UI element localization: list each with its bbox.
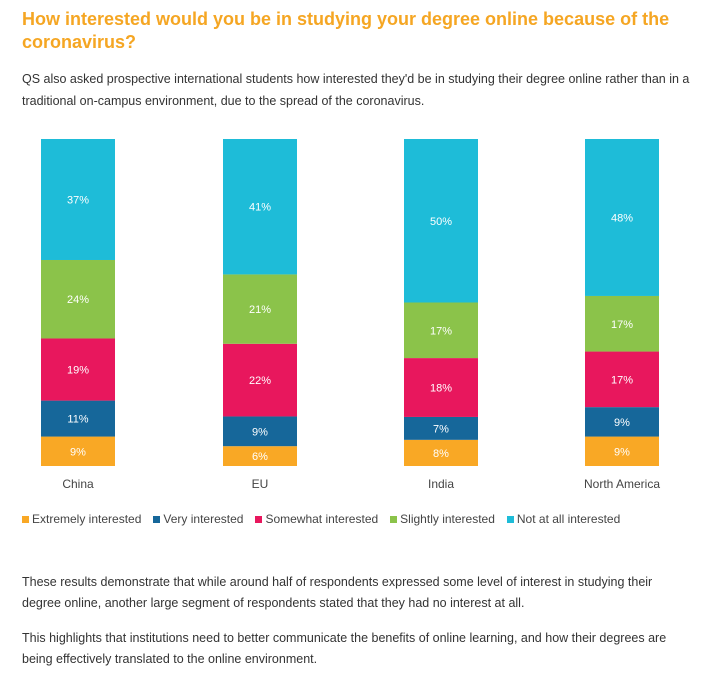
page-title: How interested would you be in studying … [22,9,670,52]
bar-value-label: 17% [611,319,633,331]
bar-segment [223,139,297,275]
bar-segment [223,416,297,447]
bar-value-label: 9% [252,426,268,438]
legend-swatch-slightly [390,515,398,523]
legend-swatch-somewhat [255,515,263,523]
legend-item-somewhat: Somewhat interested [255,512,378,526]
category-label: EU [252,477,269,491]
legend-label: Not at all interested [516,512,621,526]
legend-item-slightly: Slightly interested [390,512,495,526]
legend-label: Very interested [163,512,244,526]
bar-value-label: 18% [430,383,452,395]
stacked-bar-chart: 9% 11% 19% 24% 37% China 6% 9% 22% 21% 41% EU 8% 7% 18… [41,139,660,491]
bar-value-label: 48% [611,212,633,224]
legend-swatch-not-at-all [506,515,514,523]
bar-value-label: 7% [433,423,449,435]
bar-value-label: 17% [430,325,452,337]
bar-segment [41,139,115,260]
intro-text: QS also asked prospective international … [22,72,690,108]
bar-segment [585,295,659,352]
legend-label: Extremely interested [32,512,142,526]
results-paragraph: These results demonstrate that while aro… [22,575,653,610]
bar-value-label: 9% [614,446,630,458]
bar-segment [41,259,115,339]
category-label: India [428,477,454,491]
bar-value-label: 50% [430,216,452,228]
chart-legend: Extremely interested Very interested Som… [22,512,632,526]
bar-segment [404,358,478,417]
legend-swatch-very [153,515,161,523]
bar-segment [223,446,297,466]
bar-value-label: 19% [67,365,89,377]
legend-item-not-at-all: Not at all interested [506,512,621,526]
bar-segment [41,338,115,401]
legend-swatch-extremely [22,515,29,523]
bar-segment [585,351,659,408]
bar-value-label: 21% [249,304,271,316]
legend-item-very: Very interested [153,512,243,526]
bar-segment [404,416,478,440]
bar-value-label: 8% [433,448,449,460]
bar-value-label: 22% [249,375,271,387]
bar-segment [404,439,478,466]
bar-segment [223,274,297,344]
bar-value-label: 41% [249,202,271,214]
legend-label: Somewhat interested [265,512,379,526]
legend-item-extremely: Extremely interested [22,512,141,526]
bar-value-label: 9% [70,446,86,458]
category-label: China [62,477,94,491]
bar-segment [404,139,478,303]
bar-value-label: 11% [67,414,88,426]
bar-segment [585,407,659,437]
bar-segment [223,343,297,417]
bar-value-label: 9% [614,417,630,429]
bar-value-label: 6% [252,451,268,463]
bar-segment [404,302,478,359]
category-label: North America [584,477,660,491]
bar-value-label: 24% [67,294,89,306]
bar-segment [585,139,659,296]
highlights-paragraph: This highlights that institutions need t… [22,631,667,666]
bar-segment [585,436,659,466]
bar-segment [41,436,115,466]
legend-label: Slightly interested [400,512,495,526]
bar-segment [41,400,115,437]
bar-value-label: 17% [611,374,633,386]
bar-value-label: 37% [67,194,89,206]
